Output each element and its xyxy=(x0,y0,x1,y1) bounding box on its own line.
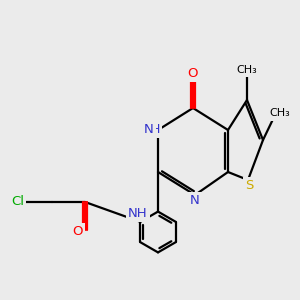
Text: N: N xyxy=(144,123,154,136)
Text: S: S xyxy=(245,179,254,192)
Text: CH₃: CH₃ xyxy=(269,109,290,118)
Text: O: O xyxy=(188,67,198,80)
Text: N: N xyxy=(190,194,200,207)
Text: O: O xyxy=(72,225,83,238)
Text: Cl: Cl xyxy=(11,195,24,208)
Text: CH₃: CH₃ xyxy=(237,64,257,75)
Text: H: H xyxy=(151,123,160,136)
Text: NH: NH xyxy=(128,207,148,220)
